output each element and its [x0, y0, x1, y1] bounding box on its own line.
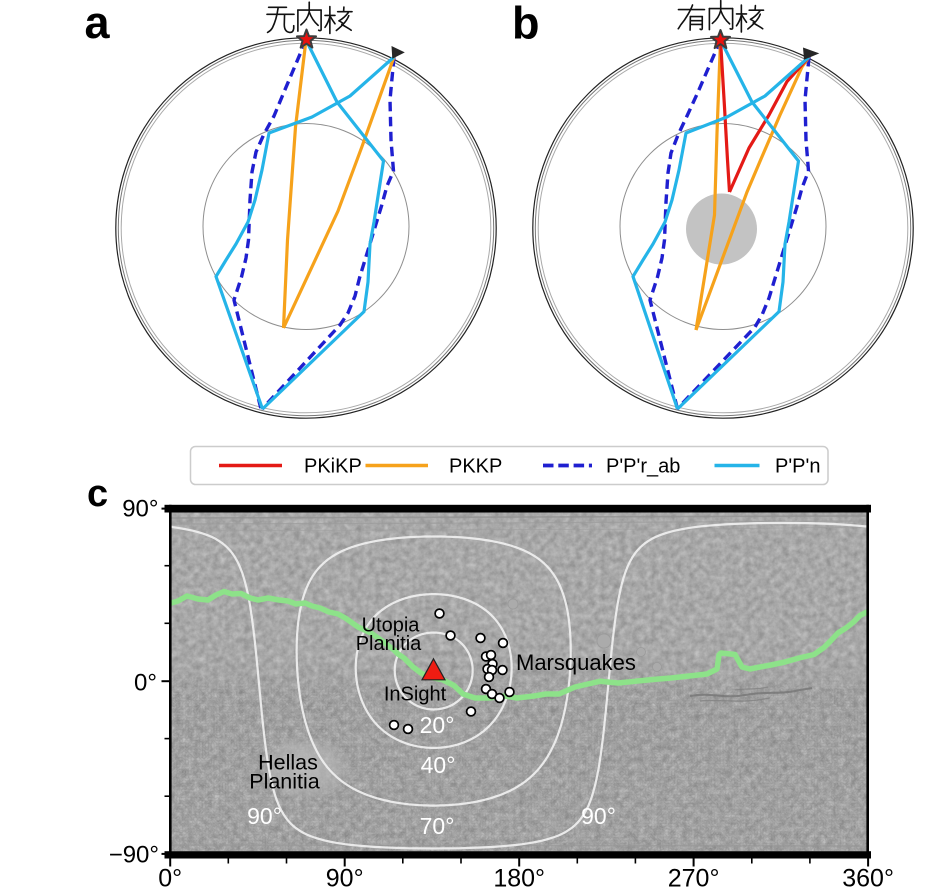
svg-text:PKKP: PKKP [449, 456, 502, 478]
svg-text:InSight: InSight [384, 684, 447, 706]
svg-text:a: a [85, 0, 111, 48]
svg-text:70°: 70° [420, 813, 455, 839]
svg-text:0°: 0° [134, 670, 157, 697]
svg-text:Hellas: Hellas [258, 751, 318, 775]
svg-text:P'P'n: P'P'n [775, 456, 820, 478]
svg-text:0°: 0° [158, 865, 182, 887]
svg-text:90°: 90° [122, 496, 158, 523]
svg-text:90°: 90° [326, 865, 364, 887]
svg-text:c: c [87, 473, 108, 515]
svg-text:Planitia: Planitia [356, 633, 422, 655]
svg-text:−90°: −90° [109, 842, 159, 869]
svg-text:Utopia: Utopia [362, 615, 421, 637]
svg-text:P'P'r_ab: P'P'r_ab [606, 456, 680, 478]
svg-text:180°: 180° [493, 865, 545, 887]
svg-text:Marsquakes: Marsquakes [516, 650, 636, 675]
svg-text:270°: 270° [668, 865, 720, 887]
svg-text:360°: 360° [842, 865, 894, 887]
svg-text:b: b [512, 0, 540, 49]
svg-text:Planitia: Planitia [249, 770, 320, 794]
svg-text:PKiKP: PKiKP [304, 456, 362, 478]
svg-text:20°: 20° [420, 712, 455, 738]
svg-text:40°: 40° [421, 752, 456, 778]
svg-text:90°: 90° [247, 803, 282, 829]
svg-text:90°: 90° [581, 803, 616, 829]
